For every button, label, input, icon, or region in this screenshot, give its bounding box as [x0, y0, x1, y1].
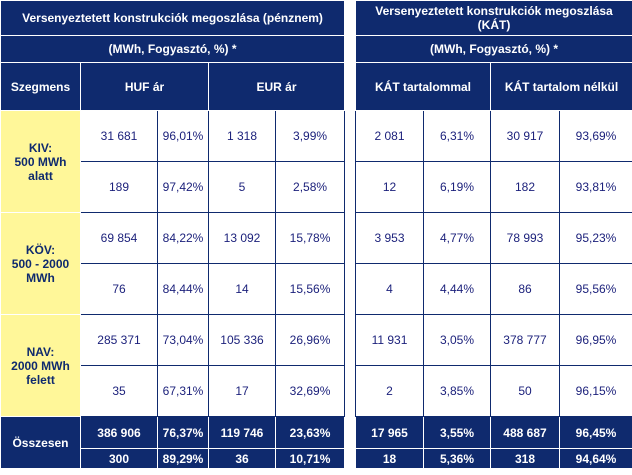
cell-pct: 15,78%	[274, 212, 346, 264]
total-cell: 10,71%	[274, 448, 346, 469]
cell-pct: 93,69%	[559, 110, 632, 162]
left-table-subtitle: (MWh, Fogyasztó, %) *	[0, 35, 346, 63]
total-cell: 5,36%	[423, 448, 491, 469]
total-cell: 318	[490, 448, 560, 469]
cell-count: 12	[355, 161, 424, 213]
cell-pct: 84,22%	[157, 212, 209, 264]
segment-kiv: KIV: 500 MWh alatt	[0, 110, 81, 213]
total-cell: 76,37%	[157, 416, 209, 449]
cell-pct: 26,96%	[274, 314, 346, 366]
cell-count: 5	[208, 161, 276, 213]
right-table-title: Versenyeztetett konstrukciók megoszlása(…	[355, 0, 632, 36]
cell-pct: 3,05%	[423, 314, 491, 366]
cell-count: 2	[355, 365, 424, 417]
cell-mwh: 1 318	[208, 110, 276, 162]
cell-mwh: 30 917	[490, 110, 560, 162]
total-cell: 17 965	[355, 416, 424, 449]
cell-count: 50	[490, 365, 560, 417]
kat-without-header: KÁT tartalom nélkül	[490, 62, 632, 111]
cell-pct: 15,56%	[274, 263, 346, 315]
cell-mwh: 78 993	[490, 212, 560, 264]
total-cell: 23,63%	[274, 416, 346, 449]
total-label: Összesen	[0, 416, 81, 469]
cell-mwh: 378 777	[490, 314, 560, 366]
cell-pct: 67,31%	[157, 365, 209, 417]
segment-nav: NAV: 2000 MWh felett	[0, 314, 81, 417]
cell-pct: 93,81%	[559, 161, 632, 213]
cell-count: 189	[80, 161, 158, 213]
cell-pct: 32,69%	[274, 365, 346, 417]
cell-count: 76	[80, 263, 158, 315]
segment-header: Szegmens	[0, 62, 81, 111]
cell-pct: 84,44%	[157, 263, 209, 315]
cell-pct: 2,58%	[274, 161, 346, 213]
total-cell: 18	[355, 448, 424, 469]
total-cell: 488 687	[490, 416, 560, 449]
cell-pct: 6,31%	[423, 110, 491, 162]
cell-pct: 73,04%	[157, 314, 209, 366]
cell-pct: 95,23%	[559, 212, 632, 264]
cell-pct: 4,44%	[423, 263, 491, 315]
cell-mwh: 2 081	[355, 110, 424, 162]
cell-pct: 97,42%	[157, 161, 209, 213]
total-cell: 3,55%	[423, 416, 491, 449]
total-cell: 89,29%	[157, 448, 209, 469]
cell-count: 35	[80, 365, 158, 417]
kat-with-header: KÁT tartalommal	[355, 62, 491, 111]
right-table-subtitle: (MWh, Fogyasztó, %) *	[355, 35, 632, 63]
cell-count: 182	[490, 161, 560, 213]
cell-count: 86	[490, 263, 560, 315]
cell-count: 14	[208, 263, 276, 315]
cell-pct: 96,01%	[157, 110, 209, 162]
total-cell: 94,64%	[559, 448, 632, 469]
cell-mwh: 69 854	[80, 212, 158, 264]
cell-pct: 6,19%	[423, 161, 491, 213]
cell-mwh: 13 092	[208, 212, 276, 264]
total-cell: 300	[80, 448, 158, 469]
cell-pct: 95,56%	[559, 263, 632, 315]
cell-pct: 3,85%	[423, 365, 491, 417]
cell-mwh: 31 681	[80, 110, 158, 162]
huf-header: HUF ár	[80, 62, 209, 111]
total-cell: 119 746	[208, 416, 276, 449]
total-cell: 386 906	[80, 416, 158, 449]
cell-pct: 4,77%	[423, 212, 491, 264]
cell-mwh: 105 336	[208, 314, 276, 366]
cell-mwh: 285 371	[80, 314, 158, 366]
cell-count: 4	[355, 263, 424, 315]
currency-split-table: Versenyeztetett konstrukciók megoszlása …	[0, 0, 346, 469]
left-table-title: Versenyeztetett konstrukciók megoszlása …	[0, 0, 346, 36]
cell-mwh: 11 931	[355, 314, 424, 366]
eur-header: EUR ár	[207, 62, 346, 111]
kat-split-table: Versenyeztetett konstrukciók megoszlása(…	[355, 0, 632, 469]
segment-kov: KÖV: 500 - 2000 MWh	[0, 212, 81, 315]
cell-pct: 3,99%	[274, 110, 346, 162]
total-cell: 96,45%	[559, 416, 632, 449]
cell-count: 17	[208, 365, 276, 417]
cell-mwh: 3 953	[355, 212, 424, 264]
total-cell: 36	[208, 448, 276, 469]
cell-pct: 96,95%	[559, 314, 632, 366]
cell-pct: 96,15%	[559, 365, 632, 417]
